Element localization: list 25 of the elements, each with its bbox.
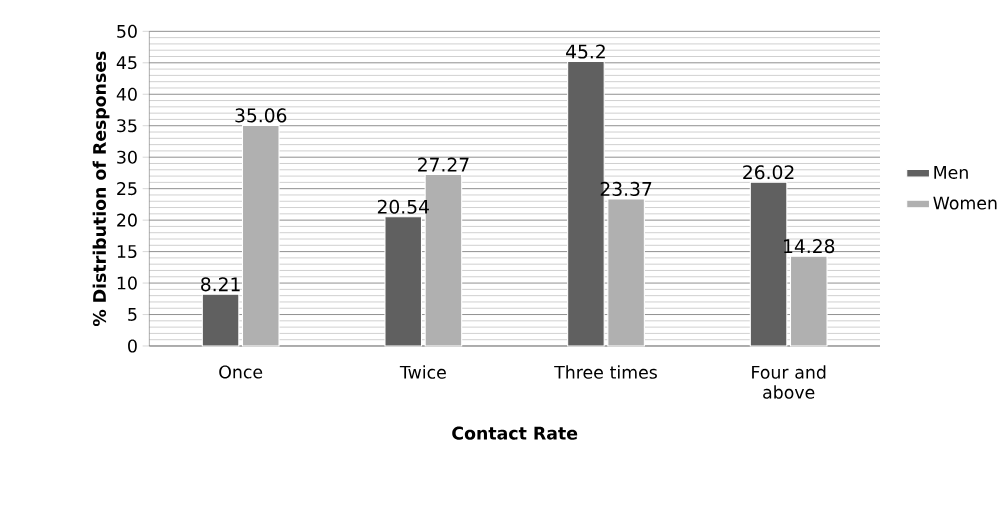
y-tick-label: 30: [117, 150, 137, 164]
x-tick-label: Three times: [554, 365, 657, 379]
x-tick-label: Four and above: [752, 365, 826, 399]
y-tick-label: 40: [116, 87, 137, 101]
data-label: 27.27: [418, 157, 469, 172]
y-tick-label: 35: [117, 119, 137, 133]
y-tick-label: 25: [117, 182, 137, 196]
legend-label: Men: [934, 166, 968, 179]
data-label: 20.54: [377, 199, 429, 214]
x-axis-title: Contact Rate: [452, 426, 578, 440]
legend-label: Women: [933, 196, 997, 210]
y-tick-label: 15: [117, 245, 137, 259]
x-tick-label: Once: [219, 365, 263, 379]
data-label: 35.06: [235, 108, 287, 123]
y-tick-label: 50: [117, 24, 137, 38]
y-tick-label: 45: [116, 56, 137, 70]
y-tick-label: 10: [117, 276, 137, 290]
y-tick-label: 5: [128, 308, 137, 321]
data-label: 45.2: [566, 44, 605, 59]
y-tick-label: 20: [117, 213, 137, 227]
y-axis-title: % Distribution of Responses: [92, 51, 110, 327]
data-label: 8.21: [201, 277, 240, 292]
y-tick-label: 0: [128, 339, 137, 353]
data-label: 26.02: [743, 165, 794, 180]
x-tick-label: Twice: [399, 365, 446, 379]
